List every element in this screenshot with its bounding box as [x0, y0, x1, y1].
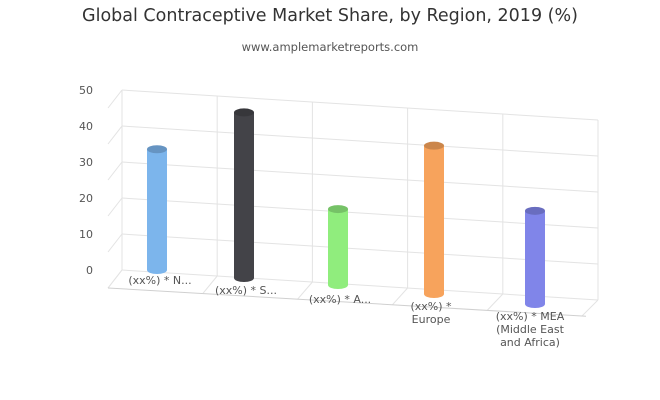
x-tick-label: (xx%) * S... — [215, 284, 277, 297]
bar-top — [424, 141, 444, 150]
x-tick-label: (xx%) * MEA (Middle East and Africa) — [496, 310, 565, 349]
gridline — [297, 281, 313, 300]
chart-subtitle: www.amplemarketreports.com — [241, 40, 419, 54]
bar-body — [147, 149, 167, 274]
gridline — [121, 125, 599, 157]
x-axis-line — [107, 287, 587, 317]
y-tick-label: 10 — [79, 228, 93, 241]
gridline — [121, 197, 599, 229]
gridline — [107, 269, 123, 289]
bar[interactable] — [424, 141, 444, 298]
bar[interactable] — [328, 205, 348, 289]
chart-title: Global Contraceptive Market Share, by Re… — [82, 6, 578, 26]
bar-body — [328, 209, 348, 289]
gridline — [581, 299, 599, 317]
bar-top — [147, 145, 167, 154]
bar-body — [525, 210, 545, 308]
gridline — [392, 287, 408, 306]
x-tick-label: (xx%) * N... — [128, 274, 191, 287]
y-tick-label: 50 — [79, 84, 93, 97]
y-tick-label: 0 — [86, 264, 93, 277]
y-tick-label: 40 — [79, 120, 93, 133]
gridline — [107, 161, 123, 181]
bar-body — [234, 112, 254, 283]
bar-top — [328, 205, 348, 214]
gridline — [107, 125, 123, 145]
y-tick-label: 30 — [79, 156, 93, 169]
gridline — [121, 161, 599, 193]
bar[interactable] — [525, 206, 545, 308]
x-axis-labels: (xx%) * N... (xx%) * S... (xx%) * A... (xx%… — [128, 274, 564, 349]
bar-body — [424, 145, 444, 298]
gridline — [202, 275, 218, 294]
gridline — [121, 89, 599, 121]
bar[interactable] — [147, 145, 167, 274]
gridline — [107, 89, 123, 109]
gridline — [107, 233, 123, 253]
bar-top — [525, 206, 545, 215]
y-tick-label: 20 — [79, 192, 93, 205]
gridline — [107, 197, 123, 217]
bar[interactable] — [234, 108, 254, 283]
x-tick-label: (xx%) * A... — [309, 293, 371, 306]
y-axis-ticks: 0 10 20 30 40 50 — [79, 84, 93, 277]
chart-grid — [107, 89, 599, 317]
x-tick-label: (xx%) * Europe — [410, 300, 452, 326]
bar-top — [234, 108, 254, 117]
gridline — [121, 269, 599, 301]
gridline — [486, 293, 504, 311]
gridline — [121, 233, 599, 265]
chart-bars — [147, 108, 545, 308]
